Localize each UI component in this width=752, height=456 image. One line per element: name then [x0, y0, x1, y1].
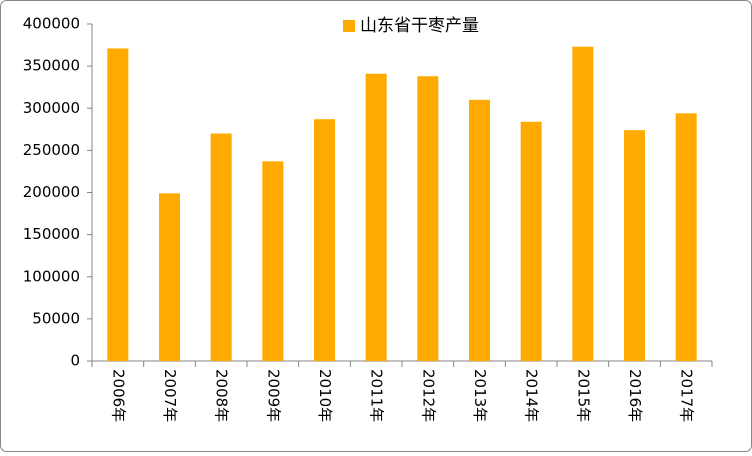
y-tick-label: 0 [70, 352, 80, 370]
y-tick-label: 100000 [23, 267, 80, 285]
bar [314, 119, 335, 361]
bar [520, 121, 542, 361]
x-tick-label: 2006年 [109, 369, 127, 422]
bar [107, 48, 129, 362]
bar [624, 130, 645, 361]
bar [365, 73, 387, 362]
bar [262, 161, 284, 361]
y-tick-label: 150000 [23, 225, 80, 243]
x-tick-label: 2013年 [471, 369, 489, 422]
x-tick-label: 2016年 [626, 369, 644, 422]
x-tick-label: 2014年 [523, 369, 541, 422]
bar [572, 46, 594, 362]
legend-label: 山东省干枣产量 [360, 16, 479, 36]
bar [159, 193, 180, 361]
y-tick-label: 350000 [23, 57, 80, 75]
y-tick-label: 200000 [23, 183, 80, 201]
y-tick-label: 300000 [23, 99, 80, 117]
x-tick-label: 2011年 [368, 369, 386, 422]
y-tick-label: 250000 [23, 141, 80, 159]
x-tick-label: 2015年 [574, 369, 592, 422]
legend-swatch [343, 20, 355, 32]
x-tick-label: 2007年 [161, 369, 179, 422]
y-tick-label: 50000 [32, 309, 80, 327]
bar [417, 76, 439, 362]
x-tick-label: 2009年 [264, 369, 282, 422]
bar [210, 133, 232, 361]
x-tick-label: 2008年 [213, 369, 231, 422]
x-tick-label: 2017年 [678, 369, 696, 422]
x-tick-label: 2012年 [419, 369, 437, 422]
y-tick-label: 400000 [23, 15, 80, 33]
bar [675, 113, 697, 362]
bar [469, 99, 490, 361]
x-tick-label: 2010年 [316, 369, 334, 422]
